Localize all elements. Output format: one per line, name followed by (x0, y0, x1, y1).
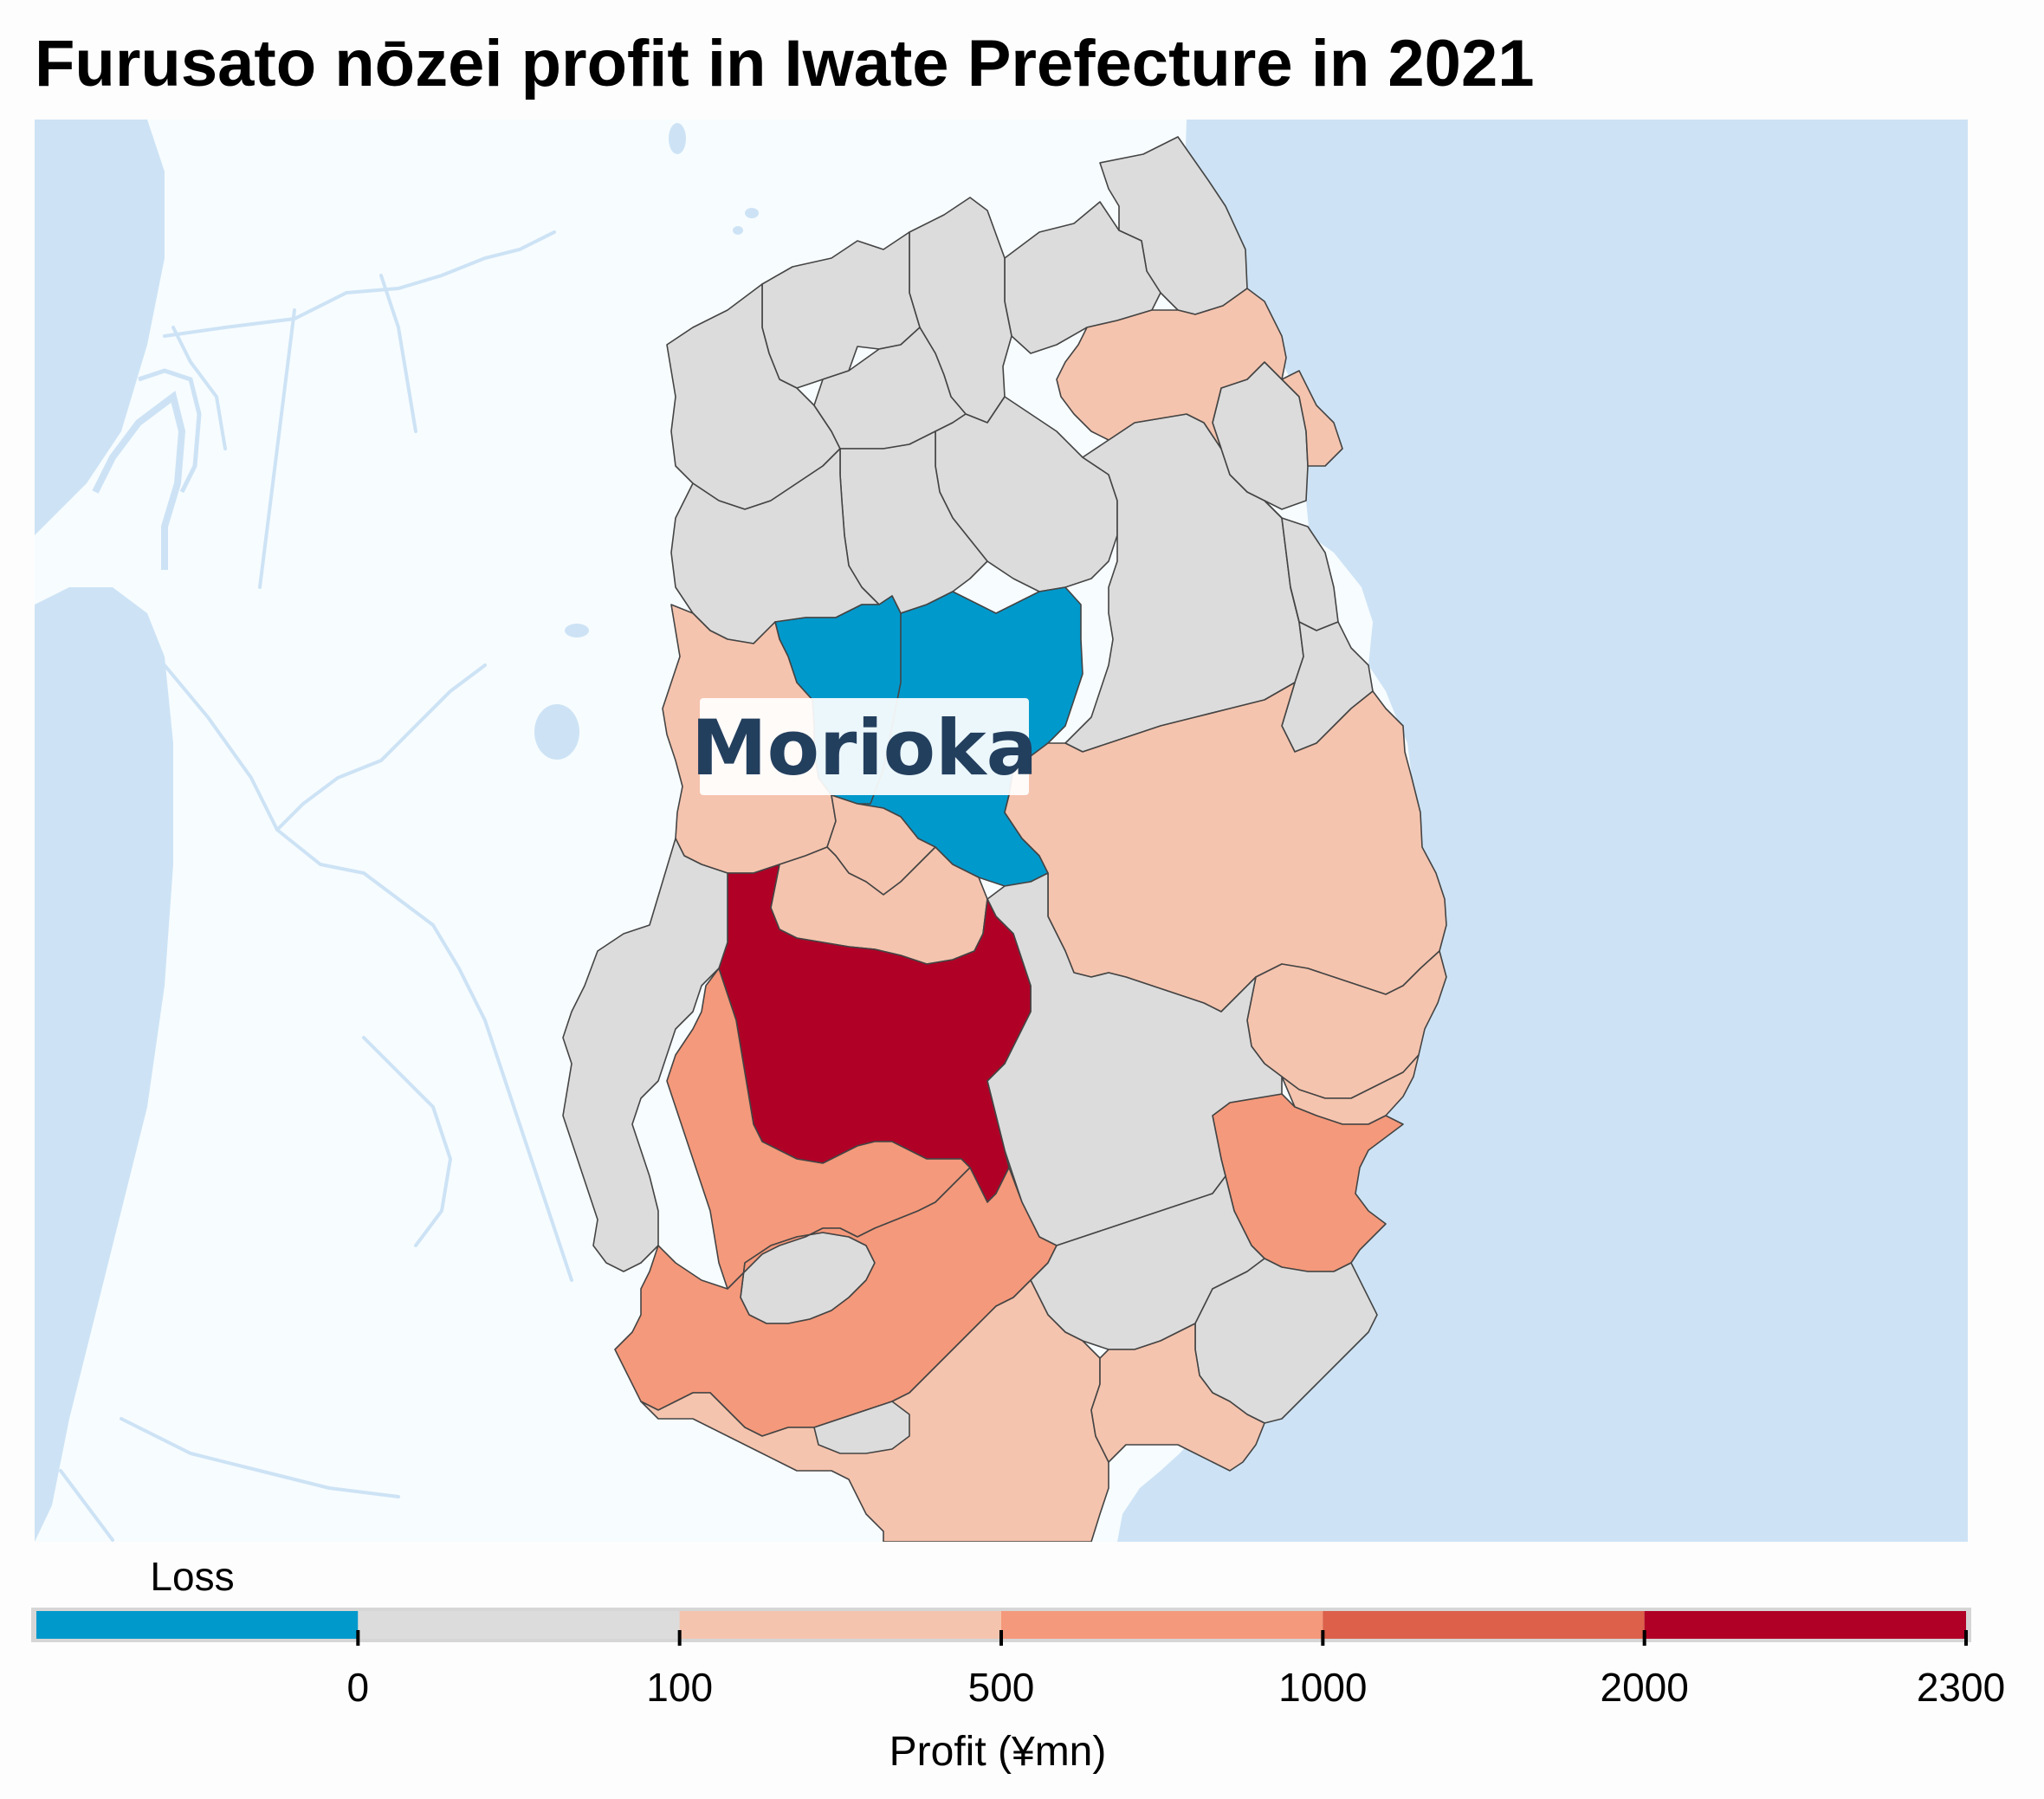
lagoon (92, 391, 186, 570)
legend-tick-label-5: 2300 (1917, 1665, 2005, 1710)
lake-small-3 (745, 208, 759, 218)
legend-bin-2 (679, 1611, 1001, 1639)
city-label-morioka: Morioka (691, 703, 1038, 793)
legend-bin-1 (358, 1611, 680, 1639)
lagoon-channel (138, 368, 202, 494)
city-label-group: Morioka (691, 698, 1038, 795)
lake-small-1 (565, 624, 589, 637)
lake-small-2 (669, 123, 686, 154)
region-rikuzentakata (1090, 1323, 1265, 1472)
legend-bin-5 (1644, 1611, 1966, 1639)
legend-svg: 0 100 500 1000 2000 2300 Loss Profit (¥mn) (31, 1554, 2005, 1775)
region-noda-coast (1281, 370, 1343, 467)
map-area: Morioka (35, 120, 1968, 1542)
legend-title: Profit (¥mn) (889, 1729, 1107, 1775)
region-kuji (1056, 288, 1287, 450)
municipalities (562, 136, 1447, 1542)
legend-tick-label-4: 2000 (1600, 1665, 1688, 1710)
region-nishiwaga (562, 838, 728, 1272)
legend-tick-label-0: 0 (347, 1665, 370, 1710)
region-hiraizumi (813, 1401, 910, 1454)
lake-tazawa (534, 704, 579, 760)
region-ofunato (1194, 1258, 1378, 1424)
city-label-background (700, 698, 1029, 795)
pacific-ocean (1117, 120, 1968, 1542)
rivers (59, 230, 573, 1542)
legend-bin-0 (36, 1611, 359, 1639)
legend-tick-label-3: 1000 (1278, 1665, 1367, 1710)
legend-loss-label: Loss (150, 1554, 234, 1599)
legend-tick-label-1: 100 (646, 1665, 713, 1710)
legend-ticks: 0 100 500 1000 2000 2300 (347, 1630, 2005, 1710)
lake-small-4 (733, 226, 743, 235)
legend-bin-4 (1323, 1611, 1645, 1639)
legend: 0 100 500 1000 2000 2300 Loss Profit (¥mn) (31, 1550, 2005, 1793)
map-svg: Morioka (35, 120, 1968, 1542)
japan-sea-north (35, 120, 165, 535)
region-karumai (1004, 201, 1161, 354)
japan-sea-south (35, 587, 173, 1542)
legend-bins (36, 1611, 1966, 1639)
legend-bin-3 (1001, 1611, 1323, 1639)
legend-tick-label-2: 500 (968, 1665, 1035, 1710)
chart-title: Furusato nōzei profit in Iwate Prefectur… (35, 27, 1535, 100)
